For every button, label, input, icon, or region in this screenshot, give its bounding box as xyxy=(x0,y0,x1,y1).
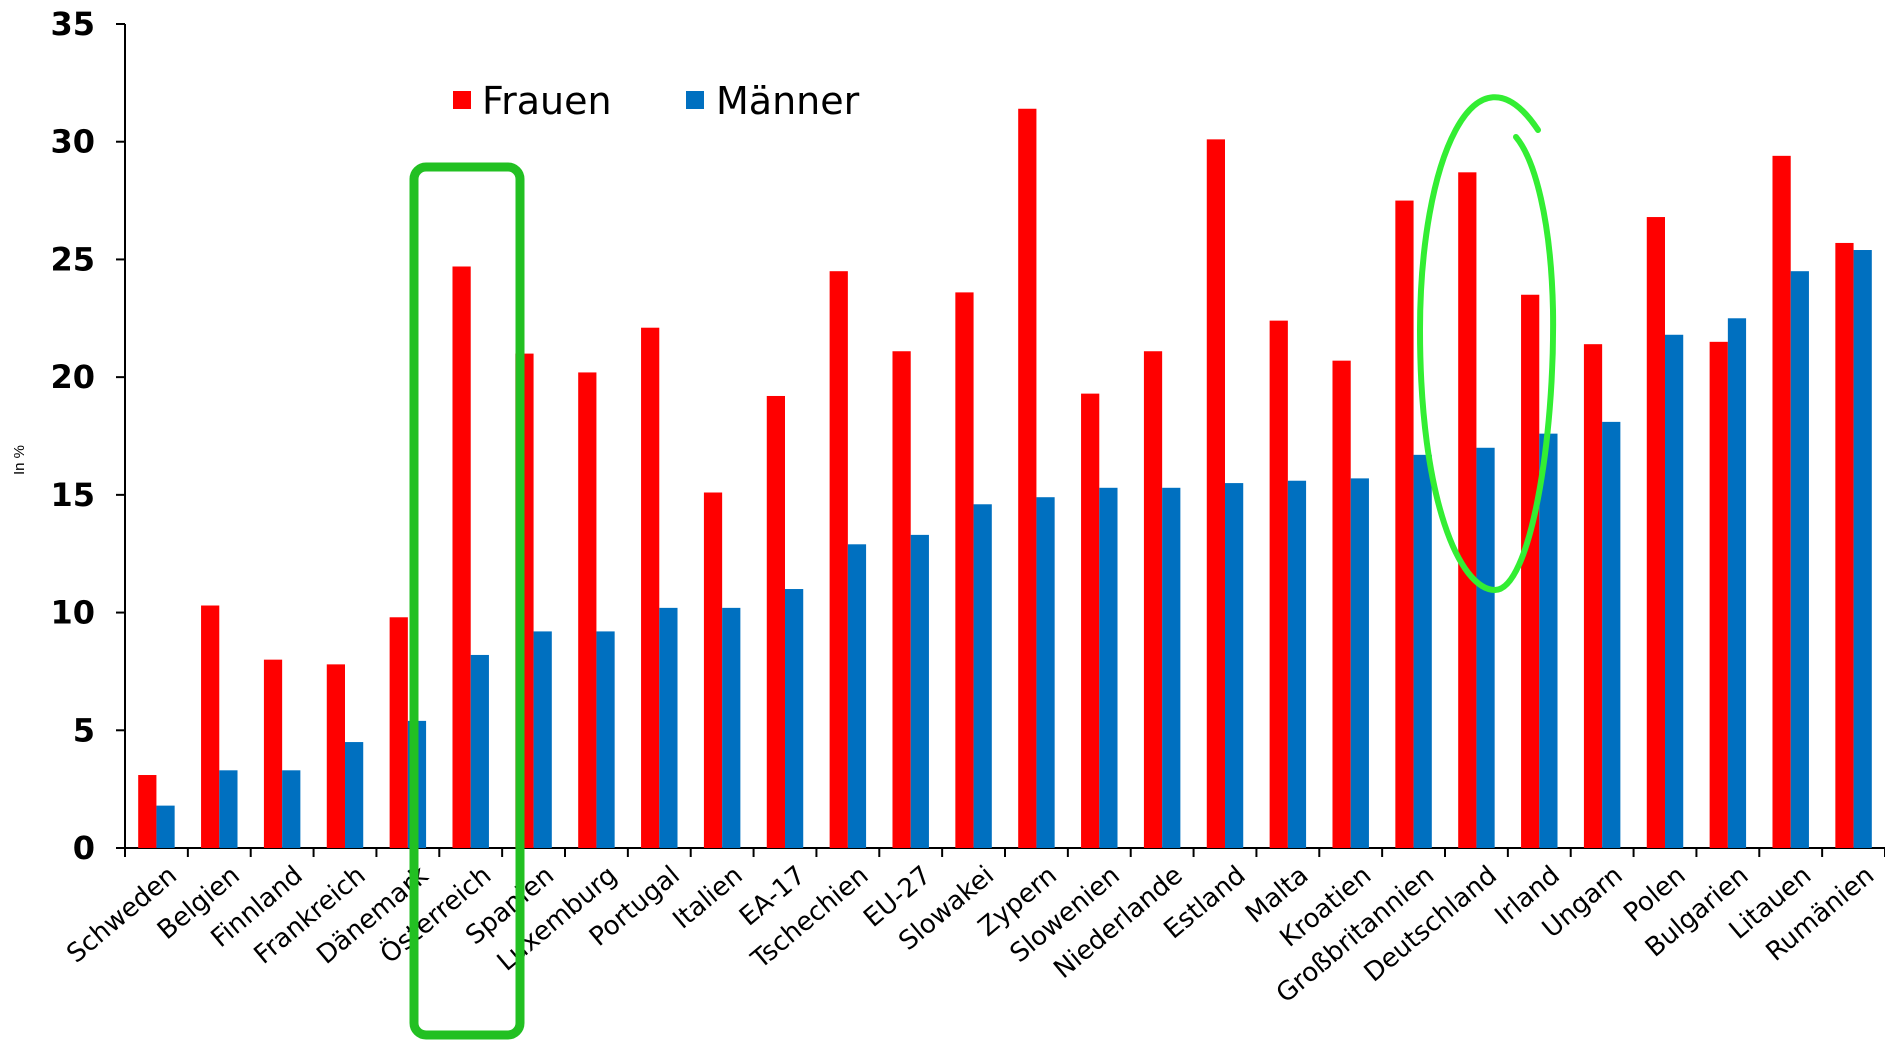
y-tick-label: 15 xyxy=(50,476,95,514)
y-tick-label: 35 xyxy=(50,5,95,43)
bar-frauen xyxy=(766,395,785,848)
bar-frauen xyxy=(326,664,345,848)
y-tick-label: 30 xyxy=(50,123,95,161)
legend-swatch-frauen xyxy=(453,91,471,109)
bar-maenner xyxy=(470,654,489,848)
bar-frauen xyxy=(1835,242,1854,848)
bar-frauen xyxy=(201,605,220,848)
bar-frauen xyxy=(389,617,408,848)
bar-frauen xyxy=(829,271,848,848)
bar-frauen xyxy=(1772,155,1791,849)
bar-frauen xyxy=(452,266,471,848)
bar-maenner xyxy=(1162,487,1181,848)
y-tick-label: 5 xyxy=(73,711,95,749)
legend-swatch-maenner xyxy=(686,91,704,109)
bar-maenner xyxy=(345,742,364,848)
bar-maenner xyxy=(1287,480,1307,848)
bar-maenner xyxy=(1853,250,1872,849)
y-tick-label: 25 xyxy=(50,240,95,278)
bar-maenner xyxy=(1413,454,1432,848)
bar-maenner xyxy=(910,534,929,848)
bar-frauen xyxy=(1458,172,1477,848)
bar-frauen xyxy=(1081,393,1100,848)
bar-frauen xyxy=(1709,341,1728,848)
y-axis-label: In % xyxy=(11,445,28,475)
highlight-box-oesterreich xyxy=(409,162,525,1040)
bar-maenner xyxy=(156,805,175,848)
bar-maenner xyxy=(1476,447,1495,848)
bar-maenner xyxy=(1602,421,1621,848)
y-tick-label: 0 xyxy=(73,829,95,867)
bar-frauen xyxy=(1646,217,1665,849)
bar-maenner xyxy=(1225,483,1244,848)
bar-maenner xyxy=(722,607,741,848)
bar-maenner xyxy=(1727,318,1747,848)
bar-maenner xyxy=(1665,334,1684,848)
bar-frauen xyxy=(138,775,157,848)
legend-label-maenner: Männer xyxy=(716,79,860,123)
bar-maenner xyxy=(1036,497,1055,848)
bar-maenner xyxy=(282,770,301,848)
bar-frauen xyxy=(955,292,974,849)
y-tick-label: 10 xyxy=(50,594,95,632)
bar-maenner xyxy=(847,544,867,848)
legend-label-frauen: Frauen xyxy=(482,79,612,123)
bar-maenner xyxy=(1790,271,1809,848)
highlight-ellipse-deutschland xyxy=(1416,94,1557,594)
bar-frauen xyxy=(1269,320,1288,848)
bar-frauen xyxy=(641,327,660,848)
bar-maenner xyxy=(1350,478,1369,848)
bar-maenner xyxy=(596,631,615,848)
bar-frauen xyxy=(578,372,597,848)
bar-maenner xyxy=(1099,487,1118,848)
bar-maenner xyxy=(785,589,804,848)
bar-frauen xyxy=(1521,294,1540,848)
bar-maenner xyxy=(1539,433,1558,848)
y-tick-label: 20 xyxy=(50,358,95,396)
x-tick-label: Italien xyxy=(668,860,749,935)
legend: Frauen Männer xyxy=(453,79,860,123)
bar-frauen xyxy=(1143,351,1163,848)
bar-frauen xyxy=(263,659,283,848)
bars-layer xyxy=(138,108,1872,849)
bar-maenner xyxy=(533,631,552,848)
bar-frauen xyxy=(892,351,911,848)
bar-frauen xyxy=(1206,139,1225,849)
bar-maenner xyxy=(973,504,992,848)
bar-frauen xyxy=(703,492,723,848)
bar-frauen xyxy=(1583,344,1603,848)
bar-frauen xyxy=(1395,200,1414,849)
bar-maenner xyxy=(219,770,238,848)
bar-frauen xyxy=(1332,360,1351,848)
bar-frauen xyxy=(1018,108,1037,849)
bar-maenner xyxy=(659,607,678,848)
